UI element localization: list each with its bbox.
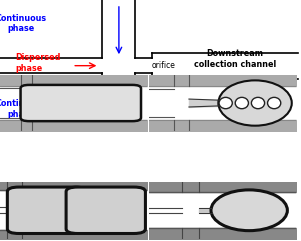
Ellipse shape xyxy=(235,97,248,109)
Ellipse shape xyxy=(218,80,292,126)
FancyBboxPatch shape xyxy=(66,187,145,234)
Text: Dispersed
phase: Dispersed phase xyxy=(15,53,61,73)
Text: orifice: orifice xyxy=(152,61,176,70)
Text: Continuous
phase: Continuous phase xyxy=(0,14,47,33)
FancyBboxPatch shape xyxy=(7,187,87,234)
Ellipse shape xyxy=(219,97,232,109)
FancyBboxPatch shape xyxy=(20,85,141,121)
Ellipse shape xyxy=(251,97,265,109)
Ellipse shape xyxy=(268,97,281,109)
Text: Downstream
collection channel: Downstream collection channel xyxy=(194,49,276,69)
Ellipse shape xyxy=(211,190,287,231)
Text: Continuous
phase: Continuous phase xyxy=(0,99,47,119)
